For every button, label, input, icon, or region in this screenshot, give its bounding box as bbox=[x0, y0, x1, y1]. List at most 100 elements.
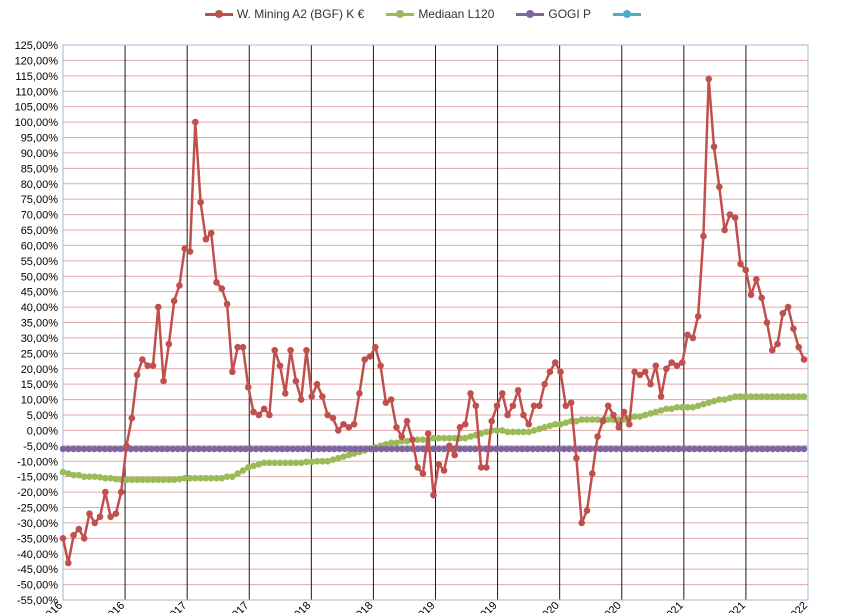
data-point bbox=[403, 437, 411, 445]
data-point bbox=[763, 393, 771, 400]
data-point bbox=[525, 420, 533, 428]
data-point bbox=[319, 393, 326, 400]
legend-item-wmining[interactable]: W. Mining A2 (BGF) K € bbox=[204, 7, 364, 21]
data-point bbox=[242, 445, 249, 453]
data-point bbox=[440, 434, 448, 442]
y-tick-label: 60,00% bbox=[21, 240, 59, 252]
x-tick-label: 1/01/2020 bbox=[519, 600, 562, 613]
data-point bbox=[179, 445, 187, 453]
data-point bbox=[610, 411, 617, 419]
data-point bbox=[430, 491, 437, 499]
data-point bbox=[271, 459, 279, 467]
data-point bbox=[467, 390, 474, 397]
data-point bbox=[451, 451, 458, 459]
data-point bbox=[716, 183, 723, 191]
data-point bbox=[75, 525, 83, 533]
legend-label-mediaan: Mediaan L120 bbox=[418, 7, 495, 21]
data-point bbox=[229, 368, 236, 376]
data-point bbox=[520, 428, 527, 436]
data-point bbox=[176, 475, 183, 483]
data-point bbox=[628, 445, 636, 453]
data-point bbox=[668, 405, 675, 413]
data-point bbox=[477, 464, 485, 471]
data-point bbox=[207, 229, 215, 237]
data-point bbox=[768, 346, 776, 354]
data-point bbox=[800, 393, 808, 400]
data-point bbox=[504, 428, 511, 436]
data-point bbox=[795, 343, 803, 351]
data-point bbox=[594, 433, 601, 440]
y-tick-label: 25,00% bbox=[21, 348, 59, 360]
data-point bbox=[738, 445, 745, 453]
y-tick-label: -40,00% bbox=[17, 549, 58, 561]
data-point bbox=[678, 359, 686, 366]
data-point bbox=[483, 464, 490, 471]
data-point bbox=[525, 428, 533, 436]
data-point bbox=[366, 353, 374, 360]
data-point bbox=[742, 393, 750, 400]
y-tick-label: 10,00% bbox=[21, 395, 59, 407]
data-point bbox=[106, 445, 114, 453]
data-point bbox=[278, 445, 286, 453]
data-point bbox=[717, 445, 724, 453]
y-tick-label: 85,00% bbox=[21, 163, 59, 175]
data-point bbox=[123, 476, 130, 484]
data-point bbox=[403, 417, 411, 425]
legend-item-series4[interactable] bbox=[613, 7, 645, 21]
data-point bbox=[257, 445, 265, 453]
data-point bbox=[96, 445, 103, 453]
data-point bbox=[195, 445, 202, 453]
data-point bbox=[292, 377, 300, 385]
y-tick-label: 90,00% bbox=[21, 148, 59, 160]
data-point bbox=[160, 377, 167, 385]
data-point bbox=[541, 380, 548, 388]
data-point bbox=[503, 445, 510, 453]
data-point bbox=[213, 474, 220, 482]
data-point bbox=[742, 266, 750, 274]
data-point bbox=[117, 488, 125, 496]
data-point bbox=[250, 462, 257, 470]
y-tick-label: 40,00% bbox=[21, 302, 59, 314]
data-point bbox=[91, 473, 99, 480]
x-tick-label: 1/07/2017 bbox=[208, 600, 251, 613]
legend-item-gogi[interactable]: GOGI P bbox=[516, 7, 591, 21]
y-tick-label: 35,00% bbox=[21, 318, 59, 330]
legend-swatch-mediaan-icon bbox=[386, 8, 415, 20]
data-point bbox=[324, 457, 331, 465]
data-point bbox=[440, 467, 448, 474]
data-point bbox=[694, 402, 702, 410]
data-point bbox=[132, 445, 140, 453]
data-point bbox=[696, 445, 703, 453]
data-point bbox=[618, 445, 625, 453]
x-tick-label: 1/07/2019 bbox=[457, 600, 500, 613]
legend-item-mediaan[interactable]: Mediaan L120 bbox=[386, 7, 494, 21]
data-point bbox=[673, 403, 681, 411]
y-tick-label: -15,00% bbox=[17, 472, 58, 484]
data-point bbox=[234, 343, 241, 351]
data-point bbox=[266, 459, 273, 467]
data-point bbox=[205, 445, 213, 453]
data-point bbox=[689, 334, 697, 342]
data-point bbox=[684, 331, 691, 339]
data-point bbox=[446, 442, 453, 450]
data-point bbox=[636, 371, 644, 379]
data-point bbox=[534, 445, 542, 453]
data-point bbox=[111, 445, 119, 453]
data-point bbox=[678, 403, 686, 411]
data-point bbox=[509, 402, 517, 410]
data-point bbox=[377, 362, 384, 369]
data-point bbox=[493, 427, 501, 434]
data-point bbox=[123, 442, 130, 450]
data-point bbox=[555, 445, 563, 453]
data-point bbox=[334, 454, 342, 462]
y-tick-label: 120,00% bbox=[15, 55, 59, 67]
data-point bbox=[341, 445, 349, 453]
data-point bbox=[313, 457, 321, 465]
data-point bbox=[75, 445, 82, 453]
data-point bbox=[541, 424, 548, 431]
data-point bbox=[244, 464, 252, 471]
data-point bbox=[128, 476, 136, 484]
data-point bbox=[748, 445, 756, 453]
data-point bbox=[174, 445, 182, 453]
data-point bbox=[684, 403, 691, 411]
